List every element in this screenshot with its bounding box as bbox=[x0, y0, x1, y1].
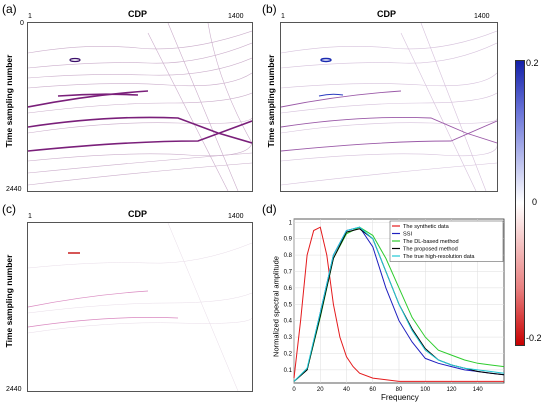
x-tick-label: 140 bbox=[473, 387, 484, 393]
panel-a-y-start: 0 bbox=[20, 20, 24, 27]
y-tick-label: 1 bbox=[289, 220, 293, 226]
colorbar-mid-label: 0 bbox=[532, 197, 538, 207]
panel-c-y-end: 2440 bbox=[6, 386, 22, 393]
y-tick-label: 0.8 bbox=[284, 253, 293, 259]
legend-label-4: The true high-resolution data bbox=[403, 254, 475, 260]
x-tick-label: 0 bbox=[292, 387, 296, 393]
y-tick-label: 0.1 bbox=[284, 368, 293, 374]
x-tick-label: 20 bbox=[317, 387, 324, 393]
panel-a-letter: (a) bbox=[2, 2, 17, 16]
colorbar bbox=[515, 60, 525, 346]
legend-label-3: The proposed method bbox=[403, 247, 458, 253]
x-tick-label: 40 bbox=[343, 387, 350, 393]
y-tick-label: 0.3 bbox=[284, 335, 293, 341]
panel-c-x-end: 1400 bbox=[228, 213, 244, 220]
y-tick-label: 0.5 bbox=[284, 302, 293, 308]
y-tick-label: 0.7 bbox=[284, 269, 293, 275]
legend-label-1: SSI bbox=[403, 232, 412, 238]
panel-c-ylabel: Time sampling number bbox=[4, 254, 14, 348]
colorbar-min-label: -0.2 bbox=[526, 333, 542, 343]
y-tick-label: 0.9 bbox=[284, 237, 293, 243]
panel-c-letter: (c) bbox=[2, 202, 16, 216]
x-tick-label: 120 bbox=[446, 387, 457, 393]
panel-a-seismic-section bbox=[27, 22, 253, 192]
y-tick-label: 0.2 bbox=[284, 351, 293, 357]
x-tick-label: 80 bbox=[396, 387, 403, 393]
y-tick-label: 0.6 bbox=[284, 286, 293, 292]
panel-b-x-start: 1 bbox=[281, 13, 285, 20]
panel-b-ylabel: Time sampling number bbox=[266, 54, 276, 148]
x-tick-label: 100 bbox=[420, 387, 431, 393]
panel-b-x-end: 1400 bbox=[474, 13, 490, 20]
panel-b-seismic-section bbox=[280, 22, 498, 192]
panel-c-seismic-section bbox=[27, 222, 253, 392]
spectrum-chart: 0 20 40 60 80 100 120 140 0.1 0.2 0.3 0.4 0.5 0.6 0.7 0… bbox=[284, 218, 505, 393]
panel-b-title: CDP bbox=[377, 9, 397, 19]
legend-box bbox=[389, 220, 504, 262]
panel-c-x-start: 1 bbox=[28, 213, 32, 220]
legend-label-0: The synthetic data bbox=[403, 224, 450, 230]
panel-a-x-end: 1400 bbox=[228, 13, 244, 20]
y-tick-label: 0.4 bbox=[284, 319, 293, 325]
panel-b-letter: (b) bbox=[262, 2, 277, 16]
colorbar-max-label: 0.2 bbox=[526, 58, 539, 68]
legend-label-2: The DL-based method bbox=[403, 239, 459, 245]
panel-d-letter: (d) bbox=[262, 202, 277, 216]
panel-a-ylabel: Time sampling number bbox=[4, 54, 14, 148]
panel-a-title: CDP bbox=[128, 9, 148, 19]
x-tick-label: 60 bbox=[369, 387, 376, 393]
series-line-4 bbox=[293, 226, 505, 382]
series-line-0 bbox=[293, 226, 504, 382]
spectrum-xlabel: Frequency bbox=[381, 393, 419, 402]
panel-c-title: CDP bbox=[128, 209, 148, 219]
panel-a-x-start: 1 bbox=[28, 13, 32, 20]
panel-a-y-end: 2440 bbox=[6, 186, 22, 193]
